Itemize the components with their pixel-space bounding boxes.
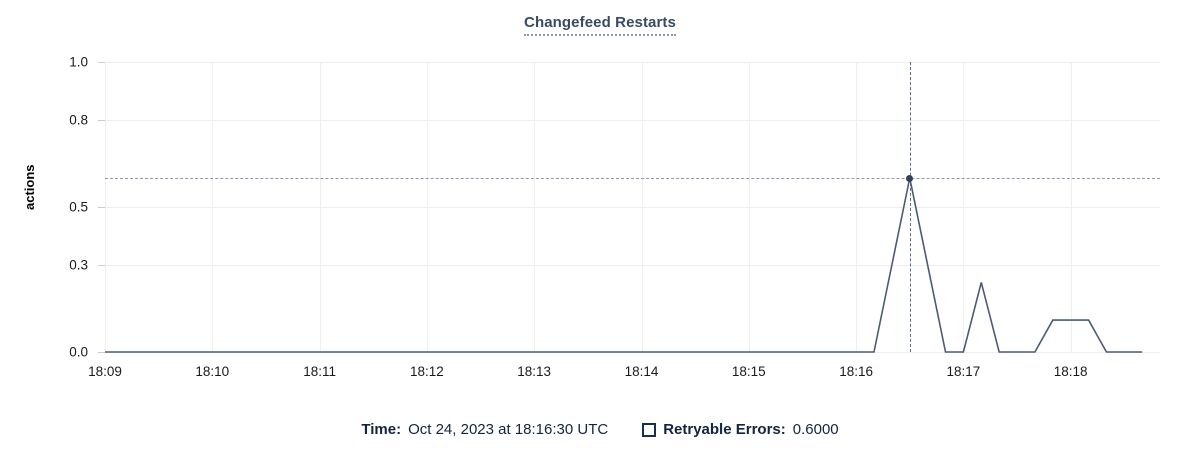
gridline-vertical bbox=[748, 62, 750, 352]
series-line-retryable-errors bbox=[105, 177, 1143, 353]
gridline-vertical bbox=[426, 62, 428, 352]
x-tick-label: 18:15 bbox=[731, 364, 766, 379]
footer-series-value: 0.6000 bbox=[792, 421, 839, 438]
gridline-vertical bbox=[212, 62, 214, 352]
x-tick-label: 18:10 bbox=[195, 364, 230, 379]
hover-point-marker bbox=[906, 174, 914, 182]
y-tick-label: 0.3 bbox=[69, 257, 88, 273]
footer-time-value: Oct 24, 2023 at 18:16:30 UTC bbox=[408, 421, 609, 438]
y-tick-mark bbox=[98, 207, 105, 208]
chart-title: Changefeed Restarts bbox=[0, 14, 1200, 36]
y-tick-label: 0.8 bbox=[69, 112, 88, 128]
chart-footer: Time: Oct 24, 2023 at 18:16:30 UTC Retry… bbox=[0, 421, 1200, 438]
footer-time: Time: Oct 24, 2023 at 18:16:30 UTC bbox=[361, 421, 608, 438]
y-tick-label: 0.5 bbox=[69, 199, 88, 215]
gridline-horizontal bbox=[105, 120, 1160, 121]
footer-series-label: Retryable Errors: bbox=[663, 421, 786, 438]
footer-time-label: Time: bbox=[361, 421, 402, 438]
gridline-vertical bbox=[856, 62, 858, 352]
crosshair-vertical-line bbox=[909, 62, 911, 352]
legend-square-icon[interactable] bbox=[642, 422, 657, 437]
gridline-vertical bbox=[963, 62, 965, 352]
y-tick-mark bbox=[98, 62, 105, 63]
x-tick-label: 18:11 bbox=[303, 364, 336, 379]
gridline-vertical bbox=[105, 62, 106, 352]
series-retryable-errors bbox=[105, 177, 1143, 353]
gridline-horizontal bbox=[105, 62, 1160, 63]
crosshair-horizontal-line bbox=[105, 178, 1160, 179]
gridline-vertical bbox=[641, 62, 643, 352]
gridline-vertical bbox=[1070, 62, 1072, 352]
x-tick-label: 18:17 bbox=[946, 364, 981, 379]
footer-legend-retryable-errors[interactable]: Retryable Errors: 0.6000 bbox=[642, 421, 839, 438]
x-tick-label: 18:12 bbox=[409, 364, 444, 379]
x-tick-label: 18:13 bbox=[517, 364, 552, 379]
x-tick-label: 18:16 bbox=[839, 364, 873, 379]
gridline-vertical bbox=[319, 62, 321, 352]
chart-title-text: Changefeed Restarts bbox=[524, 14, 676, 36]
gridline-vertical bbox=[534, 62, 536, 352]
gridline-horizontal bbox=[105, 207, 1160, 208]
x-tick-label: 18:14 bbox=[624, 364, 659, 379]
x-tick-label: 18:09 bbox=[88, 364, 122, 379]
y-tick-label: 0.0 bbox=[69, 344, 88, 360]
y-tick-label: 1.0 bbox=[69, 54, 88, 70]
y-tick-mark bbox=[98, 352, 105, 353]
y-tick-mark bbox=[98, 120, 105, 121]
x-tick-label: 18:18 bbox=[1053, 364, 1088, 379]
gridline-horizontal bbox=[105, 265, 1160, 266]
y-tick-mark bbox=[98, 265, 105, 266]
plot-area[interactable] bbox=[105, 62, 1160, 353]
